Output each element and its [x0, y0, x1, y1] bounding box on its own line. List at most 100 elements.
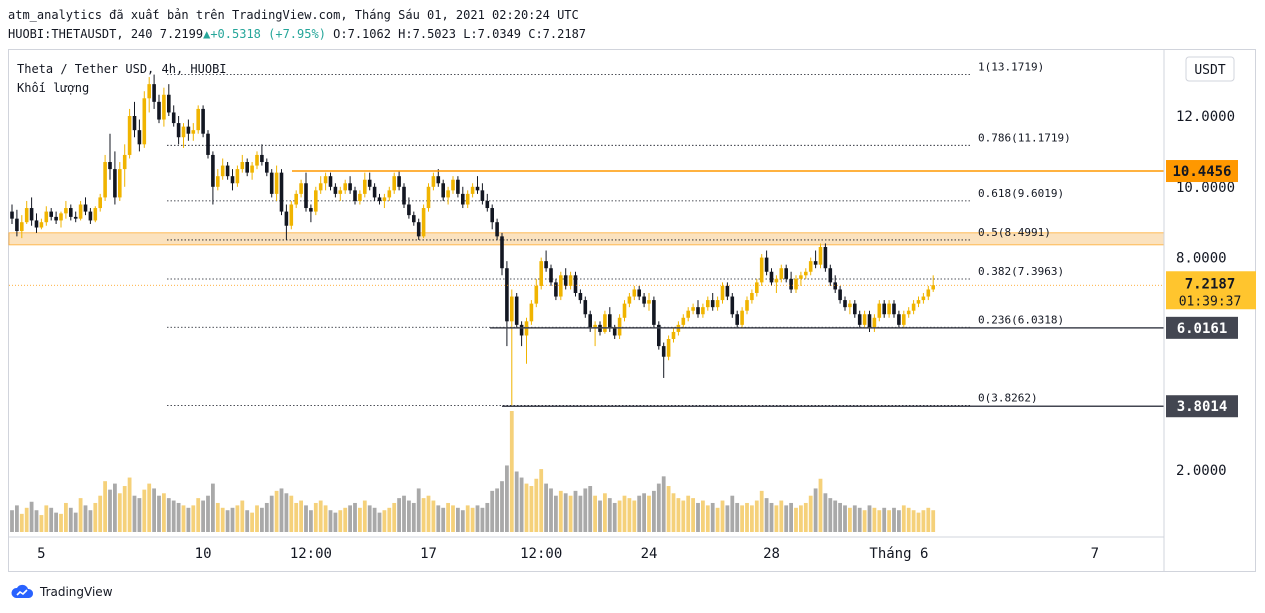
candle-body	[255, 154, 259, 166]
fib-level-label: 1(13.1719)	[978, 61, 1044, 74]
candle-body	[657, 324, 661, 347]
volume-bar	[157, 495, 161, 532]
candle-body	[804, 271, 808, 276]
volume-bar	[897, 510, 901, 532]
volume-bar	[78, 498, 83, 532]
volume-bar	[470, 507, 475, 532]
candle-body	[588, 314, 592, 329]
candle-body	[387, 190, 392, 198]
candle-body	[568, 275, 573, 286]
volume-bar	[333, 512, 338, 532]
level-price-label: 3.8014	[1177, 399, 1228, 415]
volume-bar	[245, 510, 250, 532]
candle-body	[436, 176, 441, 184]
candle-body	[196, 108, 200, 131]
volume-bar	[862, 510, 867, 532]
volume-bar	[573, 490, 578, 532]
volume-bar	[603, 493, 607, 532]
volume-bar	[289, 495, 294, 532]
volume-bar	[759, 490, 764, 532]
symbol-ohlc-line: HUOBI:THETAUSDT, 240 7.2199▲+0.5318 (+7.…	[8, 26, 586, 42]
candle-body	[779, 268, 784, 279]
volume-bar	[353, 502, 357, 532]
candle-body	[735, 314, 739, 325]
candle-body	[465, 193, 470, 205]
volume-bar	[372, 507, 377, 532]
x-tick-label: 10	[195, 546, 212, 562]
candle-body	[686, 310, 690, 318]
fib-level-label: 0.786(11.1719)	[978, 131, 1071, 144]
volume-bar	[519, 477, 524, 532]
candle-body	[877, 303, 882, 318]
candle-body	[456, 179, 460, 194]
x-tick-label: 12:00	[290, 546, 332, 562]
volume-bar	[264, 502, 269, 532]
volume-bar	[568, 495, 573, 532]
x-tick-label: 7	[1091, 546, 1099, 562]
volume-bar	[529, 486, 534, 532]
candle-body	[755, 282, 759, 293]
candle-body	[69, 208, 73, 217]
x-tick-label: Tháng 6	[869, 546, 928, 562]
volume-bar	[397, 498, 401, 532]
volume-bar	[34, 510, 39, 532]
candle-body	[392, 176, 396, 191]
volume-bar	[304, 505, 308, 532]
candle-body	[745, 300, 749, 311]
candle-body	[911, 303, 916, 311]
candle-body	[34, 220, 39, 228]
volume-bar	[49, 507, 54, 532]
fib-level-label: 0(3.8262)	[978, 391, 1038, 404]
x-tick-label: 28	[763, 546, 780, 562]
candle-body	[49, 211, 53, 217]
candle-body	[191, 130, 196, 134]
tradingview-cloud-icon	[11, 584, 34, 598]
volume-bar	[59, 513, 63, 532]
volume-bar	[617, 500, 622, 532]
volume-bar	[407, 500, 411, 532]
currency-button[interactable]: USDT	[1185, 56, 1235, 82]
candle-body	[838, 289, 842, 301]
volume-bar	[813, 488, 818, 532]
volume-bar	[725, 505, 730, 532]
candle-body	[162, 94, 166, 120]
candle-body	[284, 211, 289, 226]
y-tick-label: 12.0000	[1176, 109, 1235, 125]
volume-bar	[661, 476, 666, 532]
candle-body	[225, 165, 230, 177]
volume-bar	[735, 502, 740, 532]
volume-bar	[44, 505, 49, 532]
candle-body	[906, 310, 911, 315]
volume-bar	[73, 512, 78, 532]
candle-body	[857, 314, 862, 325]
price-change: +0.5318 (+7.95%)	[210, 27, 326, 41]
candle-body	[559, 275, 563, 297]
volume-bar	[867, 505, 872, 532]
candle-body	[245, 162, 249, 173]
volume-bar	[68, 507, 73, 532]
volume-bar	[857, 507, 862, 532]
candle-body	[73, 216, 78, 219]
volume-bar	[166, 498, 171, 532]
volume-bar	[823, 493, 828, 532]
volume-bar	[108, 489, 112, 532]
candle-body	[554, 282, 558, 297]
volume-bar	[211, 483, 215, 532]
candle-body	[451, 179, 455, 191]
volume-bar	[877, 510, 882, 532]
volume-bar	[274, 490, 279, 532]
volume-bar	[701, 500, 705, 532]
candle-body	[882, 303, 886, 315]
volume-bar	[294, 502, 299, 532]
candle-body	[701, 307, 705, 315]
volume-bar	[431, 500, 436, 532]
candle-body	[549, 268, 553, 283]
candle-body	[725, 285, 730, 297]
volume-bar	[730, 495, 735, 532]
volume-bar	[93, 502, 98, 532]
tradingview-logo[interactable]: TradingView	[10, 584, 113, 600]
candle-body	[421, 208, 426, 237]
volume-bar	[666, 486, 671, 532]
y-tick-label: 10.0000	[1176, 180, 1235, 196]
